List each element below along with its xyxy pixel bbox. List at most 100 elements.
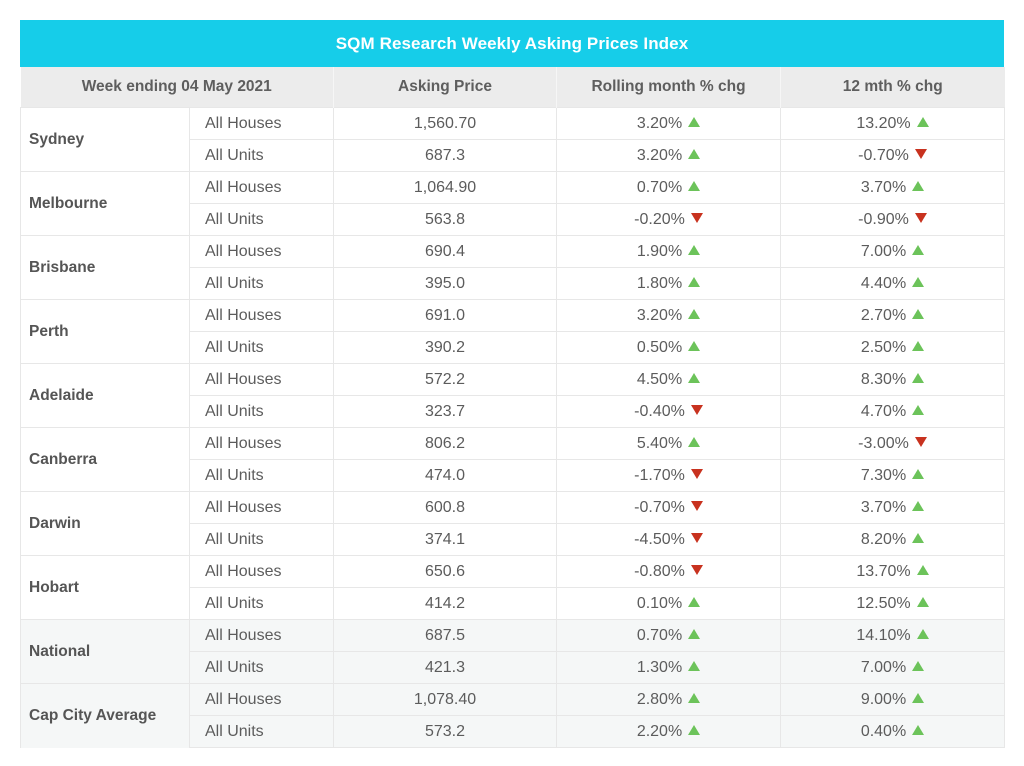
rolling-month-chg-value: 0.50% (636, 338, 683, 356)
rolling-month-chg-cell: 1.90% (556, 235, 781, 268)
twelve-month-chg-value: 2.70% (860, 306, 907, 324)
rolling-month-chg-cell: -1.70% (556, 459, 781, 492)
city-name: Darwin (20, 491, 190, 556)
rolling-month-chg-cell: -0.20% (556, 203, 781, 236)
rolling-month-chg-cell: 3.20% (556, 107, 781, 140)
table-title: SQM Research Weekly Asking Prices Index (20, 20, 1004, 67)
rolling-month-chg-cell: 2.80% (556, 683, 781, 716)
rolling-month-chg-value: 3.20% (636, 146, 683, 164)
twelve-month-chg-cell: 12.50% (780, 587, 1005, 620)
twelve-month-chg-cell: 14.10% (780, 619, 1005, 652)
rolling-month-chg-value: -4.50% (634, 530, 685, 548)
rolling-month-chg-value: 1.80% (636, 274, 683, 292)
up-triangle-icon (688, 244, 701, 255)
twelve-month-chg-value: 0.40% (860, 722, 907, 740)
table-row: All Units 414.2 0.10% 12.50% (21, 587, 1005, 620)
dwelling-type: All Units (189, 651, 334, 684)
rolling-month-chg-value: 3.20% (636, 114, 683, 132)
asking-price-value: 573.2 (333, 715, 557, 748)
header-week: Week ending 04 May 2021 (20, 67, 334, 108)
up-triangle-icon (912, 404, 925, 415)
down-triangle-icon (690, 564, 703, 575)
twelve-month-chg-value: 4.70% (860, 402, 907, 420)
asking-prices-table-panel: SQM Research Weekly Asking Prices Index … (20, 20, 1005, 748)
dwelling-type: All Houses (189, 427, 334, 460)
twelve-month-chg-value: 3.70% (860, 178, 907, 196)
twelve-month-chg-value: 8.20% (860, 530, 907, 548)
dwelling-type: All Houses (189, 171, 334, 204)
up-triangle-icon (688, 692, 701, 703)
table-row: All Units 421.3 1.30% 7.00% (21, 651, 1005, 684)
rolling-month-chg-cell: 0.70% (556, 171, 781, 204)
down-triangle-icon (690, 404, 703, 415)
twelve-month-chg-value: 13.70% (856, 562, 911, 580)
table-row: All Units 323.7 -0.40% 4.70% (21, 395, 1005, 428)
twelve-month-chg-value: 14.10% (856, 626, 911, 644)
twelve-month-chg-cell: -3.00% (780, 427, 1005, 460)
twelve-month-chg-value: -0.90% (858, 210, 909, 228)
header-12-month-chg: 12 mth % chg (780, 67, 1005, 108)
up-triangle-icon (688, 116, 701, 127)
rolling-month-chg-cell: 0.10% (556, 587, 781, 620)
table-row: Canberra All Houses 806.2 5.40% -3.00% (20, 427, 1005, 492)
rolling-month-chg-cell: 3.20% (556, 139, 781, 172)
twelve-month-chg-value: -3.00% (858, 434, 909, 452)
up-triangle-icon (688, 340, 701, 351)
table-row: Darwin All Houses 600.8 -0.70% 3.70% (20, 491, 1005, 556)
rolling-month-chg-value: -0.20% (634, 210, 685, 228)
up-triangle-icon (912, 180, 925, 191)
rolling-month-chg-value: -0.80% (634, 562, 685, 580)
asking-price-value: 323.7 (333, 395, 557, 428)
dwelling-type: All Houses (189, 683, 334, 716)
up-triangle-icon (912, 468, 925, 479)
asking-price-value: 395.0 (333, 267, 557, 300)
twelve-month-chg-value: -0.70% (858, 146, 909, 164)
city-name: Canberra (20, 427, 190, 492)
dwelling-type: All Units (189, 203, 334, 236)
city-name: Cap City Average (20, 683, 190, 748)
dwelling-type: All Units (189, 459, 334, 492)
dwelling-type: All Units (189, 715, 334, 748)
twelve-month-chg-cell: 4.70% (780, 395, 1005, 428)
up-triangle-icon (912, 276, 925, 287)
table-row: Brisbane All Houses 690.4 1.90% 7.00% (20, 235, 1005, 300)
city-name: Hobart (20, 555, 190, 620)
table-body: Sydney All Houses 1,560.70 3.20% 13.20% All U… (20, 107, 1005, 748)
up-triangle-icon (912, 372, 925, 383)
rolling-month-chg-cell: -0.70% (556, 491, 781, 524)
twelve-month-chg-cell: 9.00% (780, 683, 1005, 716)
twelve-month-chg-cell: 7.00% (780, 651, 1005, 684)
dwelling-type: All Units (189, 587, 334, 620)
twelve-month-chg-cell: 7.00% (780, 235, 1005, 268)
table-row: Perth All Houses 691.0 3.20% 2.70% (20, 299, 1005, 364)
twelve-month-chg-value: 7.30% (860, 466, 907, 484)
asking-price-value: 687.3 (333, 139, 557, 172)
table-row: All Units 687.3 3.20% -0.70% (21, 139, 1005, 172)
up-triangle-icon (688, 308, 701, 319)
rolling-month-chg-cell: 1.80% (556, 267, 781, 300)
asking-prices-table: Week ending 04 May 2021 Asking Price Rol… (20, 67, 1005, 748)
header-rolling-month-chg: Rolling month % chg (556, 67, 781, 108)
down-triangle-icon (914, 148, 927, 159)
up-triangle-icon (688, 596, 701, 607)
rolling-month-chg-cell: -4.50% (556, 523, 781, 556)
rolling-month-chg-value: 1.30% (636, 658, 683, 676)
rolling-month-chg-value: 2.20% (636, 722, 683, 740)
table-row: Melbourne All Houses 1,064.90 0.70% 3.70% (20, 171, 1005, 236)
up-triangle-icon (916, 564, 929, 575)
rolling-month-chg-cell: 0.70% (556, 619, 781, 652)
rolling-month-chg-value: 0.10% (636, 594, 683, 612)
asking-price-value: 563.8 (333, 203, 557, 236)
rolling-month-chg-cell: 1.30% (556, 651, 781, 684)
twelve-month-chg-value: 9.00% (860, 690, 907, 708)
asking-price-value: 691.0 (333, 299, 557, 332)
asking-price-value: 474.0 (333, 459, 557, 492)
asking-price-value: 421.3 (333, 651, 557, 684)
city-name: National (20, 619, 190, 684)
table-row: Sydney All Houses 1,560.70 3.20% 13.20% (20, 107, 1005, 172)
twelve-month-chg-cell: 2.50% (780, 331, 1005, 364)
dwelling-type: All Units (189, 331, 334, 364)
table-row: National All Houses 687.5 0.70% 14.10% (20, 619, 1005, 684)
table-row: Cap City Average All Houses 1,078.40 2.80% 9… (20, 683, 1005, 748)
twelve-month-chg-value: 3.70% (860, 498, 907, 516)
